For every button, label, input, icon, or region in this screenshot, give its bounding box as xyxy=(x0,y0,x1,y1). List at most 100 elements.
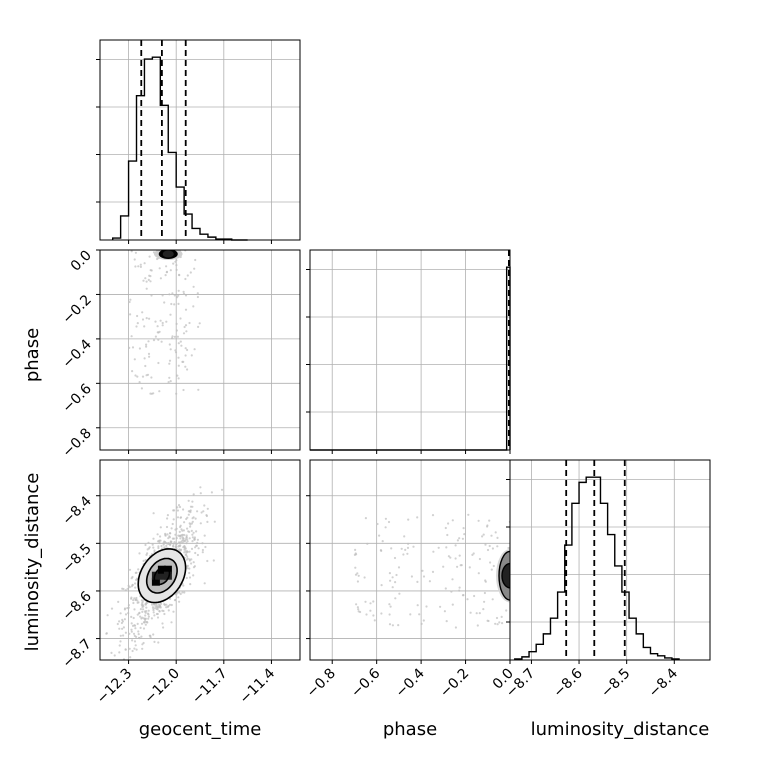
scatter-point xyxy=(439,605,442,608)
scatter-point xyxy=(134,586,137,589)
scatter-point xyxy=(184,365,187,368)
scatter-point xyxy=(372,614,375,617)
scatter-point xyxy=(140,635,143,638)
scatter-point xyxy=(406,546,410,550)
scatter-point xyxy=(174,542,177,545)
scatter-point xyxy=(132,616,135,620)
scatter-point xyxy=(110,651,113,655)
scatter-point xyxy=(144,543,147,547)
scatter-point xyxy=(178,541,181,545)
scatter-point xyxy=(192,531,195,534)
scatter-point xyxy=(186,555,189,558)
scatter-point xyxy=(379,549,382,552)
scatter-point xyxy=(164,533,167,537)
scatter-point xyxy=(183,521,186,524)
scatter-point xyxy=(138,381,141,384)
scatter-point xyxy=(363,576,366,579)
scatter-point xyxy=(136,322,139,325)
scatter-point xyxy=(179,340,182,343)
histogram-step-phase xyxy=(310,266,511,451)
scatter-point xyxy=(173,509,176,512)
scatter-point xyxy=(177,377,180,380)
scatter-point xyxy=(187,530,190,533)
scatter-point xyxy=(420,622,423,626)
x-tick-label: −11.7 xyxy=(189,666,231,708)
scatter-point xyxy=(130,615,133,619)
scatter-point xyxy=(95,625,97,627)
scatter-point xyxy=(141,647,144,650)
scatter-point xyxy=(354,566,357,569)
scatter-point xyxy=(364,517,367,520)
scatter-point xyxy=(130,630,133,633)
scatter-point xyxy=(431,570,435,574)
x-tick-label: −0.2 xyxy=(437,666,472,701)
scatter-point xyxy=(188,571,191,575)
scatter-point xyxy=(488,544,491,548)
scatter-point xyxy=(145,606,148,609)
contour-line xyxy=(153,566,171,586)
scatter-point xyxy=(171,337,174,340)
scatter-point xyxy=(148,274,151,277)
scatter-point xyxy=(495,616,499,620)
scatter-point xyxy=(168,535,171,538)
xlabel-luminosity-distance: luminosity_distance xyxy=(531,719,710,740)
contour-level xyxy=(162,250,174,258)
scatter-point xyxy=(118,620,121,623)
scatter-point xyxy=(144,364,147,368)
scatter-point xyxy=(184,354,187,357)
scatter-point xyxy=(145,610,148,613)
scatter-point xyxy=(159,604,162,607)
scatter-point xyxy=(152,512,155,515)
scatter-point xyxy=(141,602,144,605)
density-cell xyxy=(151,571,160,580)
scatter-point xyxy=(369,609,372,612)
scatter-point xyxy=(199,486,202,489)
scatter-point xyxy=(186,368,189,371)
scatter-point xyxy=(446,533,449,537)
scatter-point xyxy=(144,614,147,617)
scatter-point xyxy=(137,568,140,571)
scatter-point xyxy=(169,313,172,316)
scatter-point xyxy=(147,613,150,616)
scatter-point xyxy=(119,634,122,637)
axes-frame xyxy=(309,459,511,661)
scatter-point xyxy=(157,545,160,548)
scatter-point xyxy=(468,566,471,569)
scatter-point xyxy=(182,584,185,587)
scatter-point xyxy=(137,633,140,636)
scatter-point xyxy=(184,538,187,541)
scatter-point xyxy=(161,324,164,327)
scatter-point xyxy=(170,621,173,624)
scatter-point xyxy=(170,540,173,544)
scatter-point xyxy=(128,647,131,650)
scatter-point xyxy=(127,612,130,615)
scatter-point xyxy=(463,533,466,536)
scatter-point xyxy=(189,505,193,508)
scatter-point xyxy=(395,573,398,577)
scatter-point xyxy=(145,343,148,346)
scatter-point xyxy=(131,649,134,653)
scatter-point xyxy=(160,544,163,548)
scatter-point xyxy=(124,631,127,634)
scatter-point xyxy=(195,544,198,547)
scatter-point xyxy=(178,591,181,594)
scatter-point xyxy=(161,622,164,625)
scatter-point xyxy=(182,292,186,295)
scatter-point xyxy=(145,553,148,557)
scatter-point xyxy=(141,610,144,614)
scatter-point xyxy=(184,277,187,281)
scatter-point xyxy=(483,591,486,595)
scatter-point xyxy=(397,624,400,627)
scatter-point xyxy=(491,598,494,601)
scatter-point xyxy=(212,559,215,562)
scatter-point xyxy=(130,622,133,625)
scatter-point xyxy=(461,594,465,597)
scatter-point xyxy=(384,526,387,529)
scatter-point xyxy=(183,325,186,329)
scatter-point xyxy=(146,601,149,604)
scatter-point xyxy=(177,364,180,367)
scatter-point xyxy=(206,520,209,524)
x-tick-label: −12.3 xyxy=(94,666,136,708)
scatter-point xyxy=(188,558,191,561)
scatter-point xyxy=(123,618,126,621)
